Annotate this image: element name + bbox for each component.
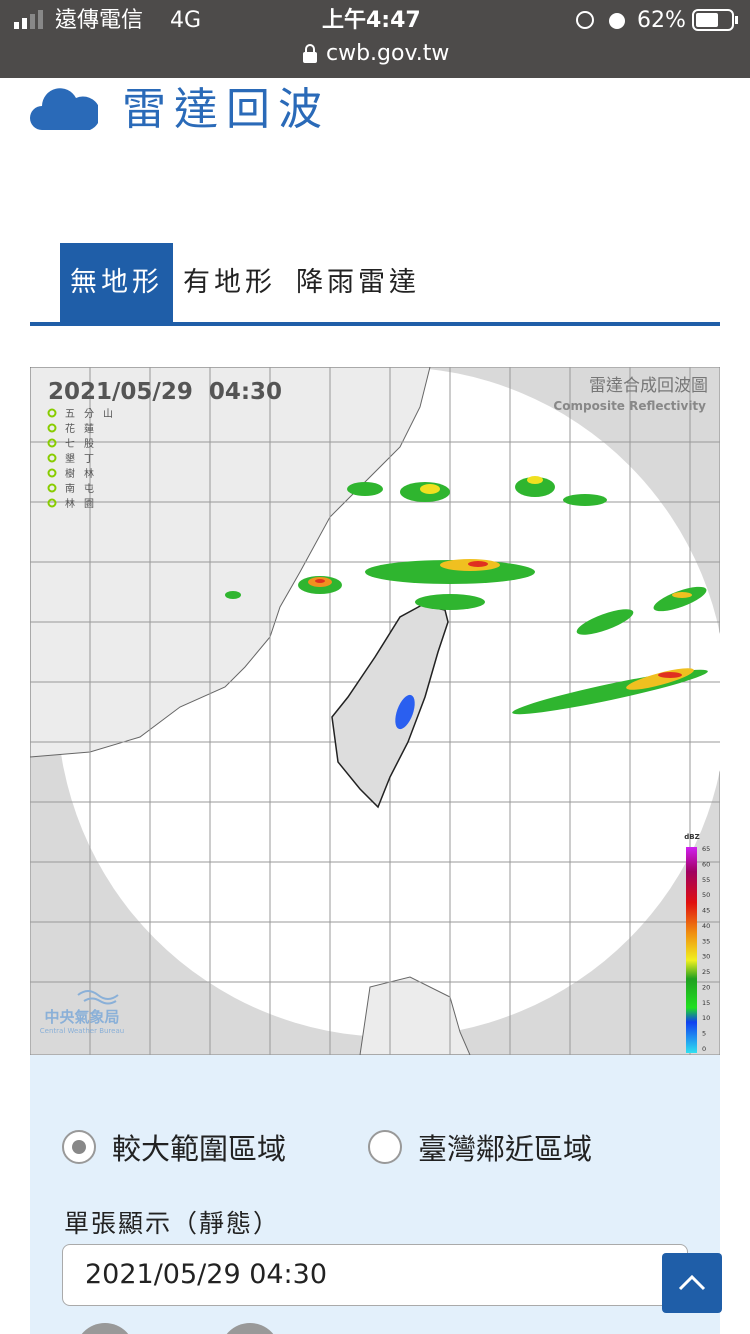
legend-label: 10 — [702, 1014, 710, 1022]
agency-logo — [77, 990, 119, 1005]
url[interactable]: cwb.gov.tw — [326, 41, 450, 66]
station-name: 七股 — [65, 438, 103, 450]
station-marker — [47, 468, 57, 478]
tab[interactable]: 降雨雷達 — [296, 267, 420, 298]
legend-label: 25 — [702, 968, 710, 976]
station-name: 五分山 — [65, 408, 122, 420]
legend-label: 50 — [702, 891, 710, 899]
taiwan — [331, 604, 449, 809]
tab[interactable]: 無地形 — [60, 243, 173, 323]
legend-label: 45 — [702, 907, 710, 915]
mode-label: 單張顯示（靜態） — [64, 1209, 281, 1238]
radar-timestamp: 2021/05/29 04:30 — [48, 379, 282, 405]
radar-subtitle: Composite Reflectivity — [553, 399, 706, 413]
legend-label: 55 — [702, 876, 710, 884]
station-name: 林園 — [65, 497, 103, 510]
station-marker — [47, 483, 57, 493]
region-option[interactable]: 較大範圍區域 — [62, 1127, 286, 1167]
grid — [30, 367, 720, 1055]
region-option[interactable]: 臺灣鄰近區域 — [368, 1127, 592, 1167]
radio-button[interactable] — [368, 1130, 402, 1164]
station-name: 樹林 — [65, 467, 103, 480]
carrier: 遠傳電信 — [55, 8, 144, 33]
tab-bar: 無地形 有地形 降雨雷達 — [60, 243, 430, 323]
legend-label: 40 — [702, 922, 710, 930]
agency-name-en: Central Weather Bureau — [40, 1027, 124, 1035]
legend-colorbar — [686, 847, 697, 1053]
option-label[interactable]: 較大範圍區域 — [112, 1132, 287, 1166]
clock: 上午4:47 — [322, 8, 421, 33]
station-marker — [47, 438, 57, 448]
radar-echoes — [225, 476, 708, 730]
radar-title: 雷達合成回波圖 — [589, 376, 708, 396]
battery-icon — [692, 9, 738, 31]
network: 4G — [170, 8, 202, 33]
station-marker — [47, 423, 57, 433]
status-bar: 遠傳電信 4G 上午4:47 62% cwb.gov.tw — [0, 0, 750, 78]
signal-icon — [14, 10, 43, 29]
legend-label: 5 — [702, 1030, 706, 1038]
play-controls — [81, 1323, 274, 1334]
legend-label: 15 — [702, 999, 710, 1007]
station-name: 墾丁 — [65, 452, 103, 465]
legend-label: 20 — [702, 983, 710, 991]
station-marker — [47, 408, 57, 418]
tab-underline — [30, 322, 720, 326]
station-marker — [47, 498, 57, 508]
radio-button[interactable] — [62, 1130, 96, 1164]
scroll-top-button[interactable] — [662, 1253, 722, 1313]
time-select[interactable]: 2021/05/29 04:30 — [62, 1244, 688, 1306]
legend-label: 60 — [702, 860, 710, 868]
tab[interactable]: 有地形 — [183, 267, 276, 298]
option-label[interactable]: 臺灣鄰近區域 — [418, 1132, 593, 1166]
legend-unit: dBZ — [684, 833, 699, 841]
legend-label: 0 — [702, 1045, 706, 1053]
station-name: 花蓮 — [65, 422, 103, 435]
legend-label: 30 — [702, 953, 710, 961]
legend-label: 35 — [702, 937, 710, 945]
battery-level: 62% — [637, 8, 686, 33]
station-name: 南屯 — [65, 482, 103, 495]
lock-icon — [303, 44, 317, 63]
agency-name: 中央氣象局 — [44, 1008, 119, 1026]
status-icons — [576, 11, 625, 29]
page-title: 雷達回波 — [122, 84, 330, 135]
legend-label: 65 — [702, 845, 710, 853]
station-marker — [47, 453, 57, 463]
cloud-icon — [30, 88, 98, 130]
